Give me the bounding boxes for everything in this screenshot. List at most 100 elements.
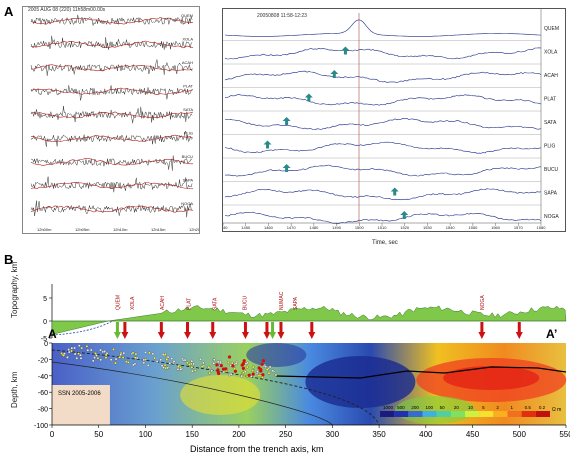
label-a: A <box>48 327 57 341</box>
earthquake-dot <box>212 358 216 362</box>
x-tick-label: 300 <box>326 430 340 439</box>
earthquake-dot <box>95 354 98 357</box>
earthquake-dot <box>119 351 123 355</box>
seismogram-trace-noga <box>30 200 193 218</box>
slab-top-line <box>51 349 380 426</box>
trace-plig <box>224 141 542 154</box>
station-name-label: SATA <box>212 297 218 310</box>
x-tick-label: 200 <box>232 430 246 439</box>
event-star-icon <box>240 363 244 367</box>
earthquake-dot <box>252 368 255 372</box>
colorbar-swatch <box>535 411 550 417</box>
earthquake-dot <box>180 367 184 371</box>
event-star-icon <box>260 362 264 366</box>
earthquake-dot <box>228 373 231 377</box>
colorbar-swatch <box>479 411 494 417</box>
earthquake-dot <box>222 367 226 371</box>
moho-line <box>276 366 567 379</box>
earthquake-dot <box>164 353 167 356</box>
station-name-label: BUCU <box>242 295 248 310</box>
right-station-label: ACAH <box>544 73 558 79</box>
earthquake-dot <box>144 358 147 361</box>
earthquake-dot <box>229 373 233 376</box>
earthquake-dot <box>248 373 251 377</box>
earthquake-dot <box>229 364 233 367</box>
earthquake-dot <box>233 363 236 366</box>
right-x-tick-label: 1550 <box>468 225 478 230</box>
left-time-label: 12h15m <box>151 227 166 232</box>
earthquake-dot <box>218 364 222 367</box>
station-name-label: XOLA <box>130 296 136 310</box>
seismogram-envelope-plig <box>30 134 194 143</box>
earthquake-dot <box>223 369 227 373</box>
earthquake-dot <box>255 372 259 375</box>
seismogram-trace-quem <box>30 14 193 26</box>
x-tick-label: 500 <box>513 430 527 439</box>
earthquake-dot <box>229 372 232 375</box>
seismogram-left-panel: 2005 AUG 08 (220) 11h58m00.00s QUEM XOLA A… <box>22 6 200 234</box>
earthquake-dot <box>268 365 272 369</box>
event-star-icon <box>241 362 245 366</box>
earthquake-dot <box>135 356 139 360</box>
earthquake-dot <box>245 365 249 369</box>
right-station-label: PLIG <box>544 144 556 150</box>
right-x-tick-label: 1530 <box>423 225 433 230</box>
earthquake-dot <box>264 365 267 368</box>
event-star-icon <box>233 369 237 373</box>
station-arrow-icon <box>263 322 271 339</box>
earthquake-dot <box>79 356 83 360</box>
arrival-arrow-icon <box>330 70 339 78</box>
panel-a-letter: A <box>4 4 14 19</box>
earthquake-dot <box>241 371 244 375</box>
trace-right-panel: 20050808 11:58-12:23 QUEM XOLA ACAH PLAT SAT… <box>222 8 566 232</box>
trace-noga <box>224 211 542 225</box>
arrival-arrow-icon <box>400 211 409 219</box>
station-arrow-icon <box>478 322 486 339</box>
right-x-tick-label: 1460 <box>264 225 274 230</box>
earthquake-dot <box>125 360 128 364</box>
earthquake-dot <box>193 369 197 372</box>
earthquake-dot <box>245 374 249 378</box>
x-tick-label: 100 <box>139 430 153 439</box>
earthquake-dot <box>62 354 65 357</box>
trace-plat <box>224 94 542 106</box>
arrival-arrow-icon <box>390 187 399 196</box>
seismogram-envelope-quem <box>30 17 194 25</box>
earthquake-dot <box>153 356 156 360</box>
depth-tick-label: -20 <box>38 357 48 364</box>
earthquake-dot <box>244 370 247 374</box>
right-station-label: BUCU <box>544 167 559 173</box>
earthquake-dot <box>202 364 206 368</box>
earthquake-dot <box>67 348 71 351</box>
topo-ylabel: Topography, km <box>10 261 19 318</box>
colorbar-tick-label: 0.5 <box>525 405 532 410</box>
resistivity-model <box>52 343 566 425</box>
x-tick-label: 50 <box>94 430 103 439</box>
earthquake-dot <box>199 357 202 361</box>
left-station-label: SAPA <box>183 178 194 183</box>
earthquake-dot <box>109 358 113 362</box>
event-star-icon <box>261 373 265 377</box>
right-x-tick-label: 1540 <box>446 225 456 230</box>
earthquake-dot <box>177 364 181 367</box>
earthquake-dot <box>119 354 122 357</box>
earthquake-dot <box>256 370 259 374</box>
colorbar-swatch <box>394 411 409 417</box>
earthquake-dot <box>148 351 151 355</box>
earthquake-dot <box>249 375 253 378</box>
earthquake-dot <box>210 369 214 373</box>
earthquake-dot <box>122 351 126 355</box>
left-station-label: SATA <box>183 107 193 112</box>
earthquake-dot <box>86 348 90 352</box>
earthquake-dot <box>162 366 165 369</box>
colorbar-swatch <box>380 411 395 417</box>
earthquake-dot <box>259 374 263 378</box>
station-name-label: NUMAC <box>279 291 285 310</box>
x-tick-label: 0 <box>50 430 55 439</box>
earthquake-dot <box>99 358 103 362</box>
seismogram-envelope-bucu <box>30 158 193 166</box>
ssn-label: SSN 2005-2006 <box>58 391 101 397</box>
earthquake-dot <box>160 364 164 368</box>
station-arrow-icon <box>269 322 277 339</box>
seismogram-envelope-plat <box>30 87 194 96</box>
